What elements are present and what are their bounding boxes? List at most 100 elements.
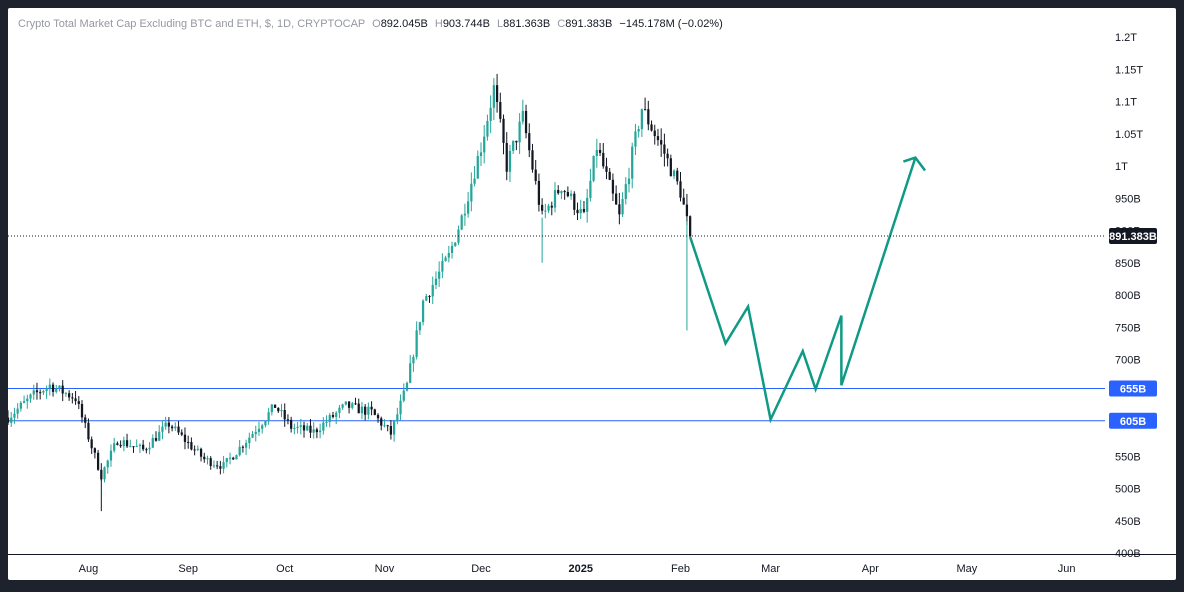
candle: [399, 394, 402, 421]
symbol-title[interactable]: Crypto Total Market Cap Excluding BTC an…: [18, 18, 366, 30]
candle-body: [557, 190, 560, 194]
candle: [77, 396, 80, 410]
candle: [39, 389, 42, 400]
candle: [103, 466, 106, 483]
level-badge-label: 655B: [1120, 384, 1146, 396]
candle-body: [483, 136, 486, 153]
candle-body: [55, 388, 58, 392]
candle-body: [569, 193, 573, 197]
candle-body: [421, 300, 425, 323]
x-tick-label: Nov: [375, 563, 395, 575]
candle: [557, 185, 560, 195]
candle-body: [199, 448, 203, 457]
x-tick-label: May: [956, 563, 977, 575]
candle: [8, 410, 10, 425]
candle: [425, 293, 428, 302]
candle: [13, 407, 16, 424]
candle-body: [347, 401, 351, 408]
candle: [183, 427, 187, 450]
candle: [505, 132, 508, 181]
candle-body: [502, 118, 505, 143]
candle: [87, 418, 90, 442]
y-tick-label: 1.2T: [1115, 32, 1137, 44]
candle: [466, 191, 470, 218]
candle-body: [550, 205, 553, 208]
candle: [48, 378, 51, 396]
candle: [669, 154, 672, 177]
candle-body: [19, 402, 22, 409]
candle: [476, 150, 479, 179]
ohlc-low-value: 881.363B: [503, 18, 551, 30]
candle-body: [441, 260, 444, 272]
candle: [64, 391, 68, 397]
candle-body: [589, 180, 592, 198]
candle: [290, 416, 293, 433]
candle-body: [158, 431, 161, 441]
candle-body: [119, 444, 122, 447]
x-tick-label: 2025: [568, 563, 592, 575]
candle-body: [528, 133, 531, 151]
candle: [145, 447, 148, 454]
candle: [68, 390, 71, 401]
candle: [167, 417, 171, 434]
candle: [489, 95, 492, 134]
candle-body: [109, 450, 113, 461]
candle: [161, 420, 164, 440]
candle: [499, 92, 502, 123]
candle-body: [241, 446, 245, 448]
candle-body: [174, 426, 177, 429]
candle-body: [418, 322, 421, 331]
candle-body: [13, 413, 16, 418]
candlestick-series: [8, 73, 692, 512]
candle-body: [396, 414, 399, 421]
candle: [492, 78, 495, 121]
candle: [206, 455, 209, 465]
candle: [685, 193, 689, 226]
candle-body: [299, 425, 302, 427]
candle-body: [563, 191, 566, 193]
candle: [392, 420, 396, 442]
candle: [582, 200, 586, 214]
candle: [58, 385, 61, 392]
candle: [328, 412, 331, 428]
candle-body: [325, 422, 328, 424]
candle-body: [650, 124, 653, 131]
projection-path[interactable]: [688, 157, 917, 424]
candle-body: [618, 204, 621, 215]
candle-body: [106, 460, 109, 468]
candle: [203, 452, 206, 463]
candle-body: [96, 452, 100, 470]
candle-body: [344, 401, 347, 405]
candle-body: [68, 393, 71, 398]
candle: [421, 299, 425, 326]
candle-body: [399, 400, 402, 415]
price-chart[interactable]: 1.2T1.15T1.1T1.05T1T950B900B850B800B750B…: [8, 8, 1176, 580]
candle: [598, 142, 602, 157]
level-badge-bg: [1109, 380, 1157, 397]
x-tick-label: Feb: [671, 563, 690, 575]
candle: [608, 168, 611, 181]
candle-body: [669, 158, 672, 177]
candle-body: [283, 410, 286, 420]
candle: [286, 414, 290, 425]
candle: [16, 403, 19, 419]
candle: [444, 255, 447, 262]
candle: [679, 171, 682, 202]
candle: [273, 404, 277, 408]
ohlc-low-key: L: [496, 18, 504, 30]
candle: [119, 440, 122, 448]
candle-body: [663, 144, 666, 154]
candle: [280, 403, 283, 418]
level-badge-bg: [1109, 412, 1157, 429]
candle: [193, 445, 196, 456]
candle-body: [235, 455, 238, 460]
candle: [473, 165, 476, 187]
candle: [261, 423, 264, 434]
candle-body: [335, 412, 338, 417]
candle-body: [531, 150, 534, 170]
candle-body: [621, 199, 624, 215]
candle-body: [302, 425, 306, 431]
candle: [569, 190, 573, 200]
candle: [151, 434, 154, 448]
candle-body: [473, 178, 476, 184]
